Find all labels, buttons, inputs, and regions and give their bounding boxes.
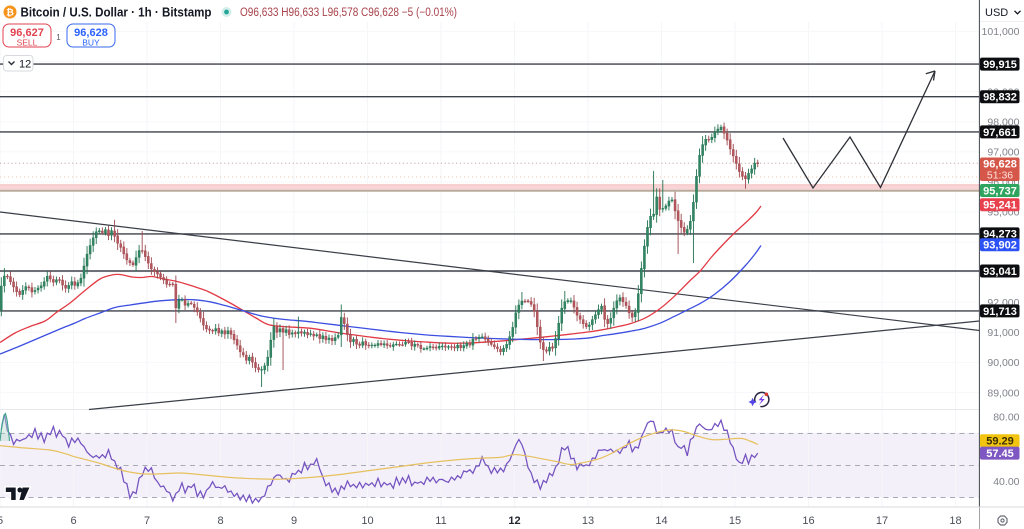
svg-text:7: 7 — [144, 515, 150, 527]
svg-text:96,628: 96,628 — [74, 27, 108, 39]
svg-text:15: 15 — [729, 515, 741, 527]
svg-text:18: 18 — [949, 515, 961, 527]
svg-text:93,902: 93,902 — [983, 240, 1017, 252]
svg-text:Bitcoin / U.S. Dollar · 1h · B: Bitcoin / U.S. Dollar · 1h · Bitstamp — [21, 5, 212, 20]
svg-text:12: 12 — [508, 515, 520, 527]
svg-text:96,627: 96,627 — [10, 27, 44, 39]
svg-text:40.00: 40.00 — [993, 476, 1019, 488]
svg-text:97,000: 97,000 — [987, 147, 1019, 159]
svg-text:97,661: 97,661 — [983, 127, 1017, 139]
svg-text:99,915: 99,915 — [983, 59, 1017, 71]
svg-text:9: 9 — [291, 515, 297, 527]
svg-text:94,273: 94,273 — [983, 229, 1017, 241]
svg-text:95,241: 95,241 — [983, 200, 1017, 212]
svg-text:8: 8 — [217, 515, 223, 527]
svg-text:BUY: BUY — [82, 38, 100, 48]
svg-text:16: 16 — [802, 515, 814, 527]
svg-text:89,000: 89,000 — [987, 387, 1019, 399]
svg-text:93,041: 93,041 — [983, 266, 1017, 278]
svg-text:51:36: 51:36 — [987, 169, 1013, 181]
svg-text:1: 1 — [56, 33, 61, 42]
svg-text:59.29: 59.29 — [986, 436, 1014, 448]
svg-text:5: 5 — [0, 515, 3, 527]
svg-text:13: 13 — [582, 515, 594, 527]
svg-text:10: 10 — [361, 515, 373, 527]
svg-text:98,000: 98,000 — [987, 116, 1019, 128]
svg-text:101,000: 101,000 — [982, 26, 1020, 38]
svg-text:SELL: SELL — [17, 38, 38, 48]
svg-text:95,737: 95,737 — [983, 185, 1017, 197]
svg-text:90,000: 90,000 — [987, 357, 1019, 369]
svg-text:12: 12 — [19, 59, 31, 71]
svg-text:57.45: 57.45 — [986, 448, 1014, 460]
svg-text:98,832: 98,832 — [983, 92, 1017, 104]
svg-text:11: 11 — [435, 515, 446, 527]
svg-text:O96,633 H96,633 L96,578 C96,62: O96,633 H96,633 L96,578 C96,628 −5 (−0.0… — [240, 7, 457, 19]
svg-text:80.00: 80.00 — [993, 411, 1019, 423]
svg-text:₿: ₿ — [6, 7, 14, 18]
svg-text:14: 14 — [655, 515, 667, 527]
svg-text:6: 6 — [70, 515, 76, 527]
svg-text:96,628: 96,628 — [983, 158, 1017, 170]
svg-text:17: 17 — [876, 515, 888, 527]
svg-text:91,713: 91,713 — [983, 306, 1017, 318]
svg-text:USD: USD — [985, 7, 1008, 19]
svg-text:91,000: 91,000 — [987, 327, 1019, 339]
